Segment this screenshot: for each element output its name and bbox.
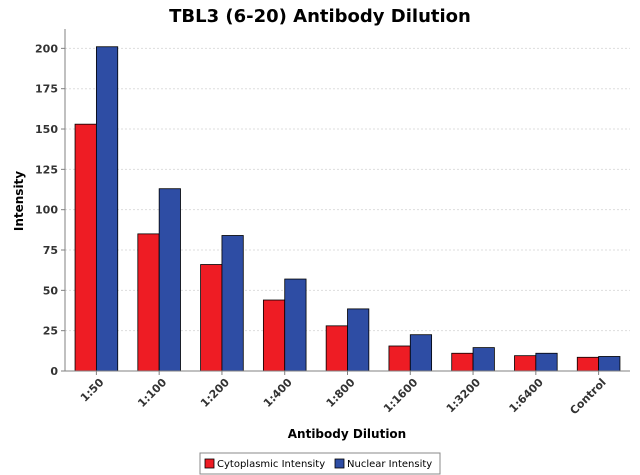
bar-cytoplasmic bbox=[325, 325, 348, 372]
bar-nuclear bbox=[535, 352, 558, 372]
x-tick-label: 1:50 bbox=[78, 376, 107, 405]
x-tick-label: 1:200 bbox=[198, 376, 232, 410]
x-tick-label: 1:3200 bbox=[444, 376, 484, 416]
bar-nuclear bbox=[221, 235, 244, 372]
y-tick-label: 200 bbox=[35, 42, 58, 55]
bar-nuclear bbox=[284, 278, 307, 372]
y-tick-label: 150 bbox=[35, 123, 58, 136]
legend-swatch-nuclear bbox=[334, 458, 345, 469]
bar-cytoplasmic bbox=[74, 123, 97, 372]
x-axis-title: Antibody Dilution bbox=[288, 427, 406, 441]
bar-cytoplasmic bbox=[262, 299, 286, 372]
bar-nuclear bbox=[347, 308, 370, 372]
x-tick-label: Control bbox=[567, 376, 608, 417]
bar-cytoplasmic bbox=[451, 352, 474, 372]
y-tick-label: 100 bbox=[35, 204, 58, 217]
bar-nuclear bbox=[95, 46, 119, 372]
legend: Cytoplasmic Intensity Nuclear Intensity bbox=[199, 452, 441, 475]
legend-label-nuclear: Nuclear Intensity bbox=[347, 459, 432, 470]
bar-nuclear bbox=[409, 334, 433, 372]
legend-label-cytoplasmic: Cytoplasmic Intensity bbox=[217, 459, 325, 470]
x-tick-label: 1:6400 bbox=[507, 376, 547, 416]
y-tick-label: 125 bbox=[35, 163, 58, 176]
legend-swatch-cytoplasmic bbox=[204, 458, 215, 469]
bars bbox=[74, 46, 621, 372]
bar-nuclear bbox=[158, 188, 181, 372]
y-tick-label: 0 bbox=[50, 365, 58, 378]
bar-cytoplasmic bbox=[200, 264, 223, 372]
y-tick-label: 175 bbox=[35, 83, 58, 96]
chart-title: TBL3 (6-20) Antibody Dilution bbox=[169, 6, 471, 27]
y-axis-ticks: 0 25 50 75 100 125 150 175 200 bbox=[35, 42, 65, 378]
x-tick-label: 1:400 bbox=[261, 376, 295, 410]
x-tick-label: 1:1600 bbox=[381, 376, 421, 416]
x-tick-label: 1:800 bbox=[324, 376, 358, 410]
y-tick-label: 50 bbox=[43, 284, 59, 297]
y-axis-title: Intensity bbox=[12, 171, 26, 231]
x-tick-label: 1:100 bbox=[135, 376, 169, 410]
bar-cytoplasmic bbox=[514, 355, 537, 372]
legend-box bbox=[199, 452, 441, 475]
bar-cytoplasmic bbox=[388, 345, 411, 372]
bar-cytoplasmic bbox=[576, 356, 600, 372]
bar-nuclear bbox=[472, 347, 495, 372]
bar-nuclear bbox=[598, 356, 621, 372]
bar-cytoplasmic bbox=[137, 233, 160, 372]
y-tick-label: 75 bbox=[43, 244, 58, 257]
x-axis-ticks: 1:50 1:100 1:200 1:400 1:800 1:1600 1:3200 1:64… bbox=[78, 371, 609, 417]
y-tick-label: 25 bbox=[43, 325, 58, 338]
